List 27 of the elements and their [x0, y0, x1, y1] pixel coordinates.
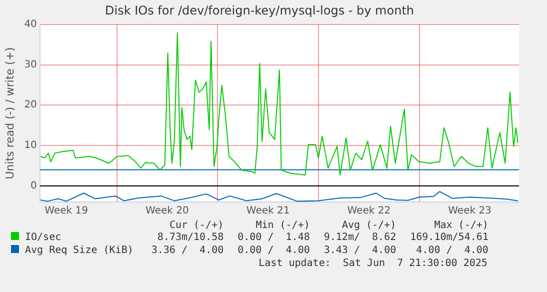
text: Cur (-/+)	[168, 220, 224, 231]
legend-label: IO/sec	[24, 231, 62, 244]
x-tick-label: Week 21	[246, 206, 290, 217]
y-axis-title: Units read (-) / write (+)	[3, 47, 16, 180]
y-tick-label: 20	[24, 100, 37, 111]
text: Min (-/+)	[254, 220, 310, 231]
chart-title: Disk IOs for /dev/foreign-key/mysql-logs - by month	[104, 3, 414, 18]
y-tick-label: 0	[30, 180, 37, 192]
x-tick-label: Week 20	[146, 206, 189, 217]
text: 3.36 / 4.00	[150, 244, 224, 257]
x-tick-label: Week 22	[347, 206, 391, 217]
text: 4.00 / 4.00	[415, 244, 488, 257]
text: 8.73m/10.58	[156, 231, 224, 244]
y-tick-label: 30	[24, 59, 37, 70]
y-tick-label: 10	[24, 140, 37, 152]
text: 0.00 / 4.00	[236, 244, 310, 257]
y-tick-label: 40	[24, 18, 37, 30]
x-tick-label: Week 19	[44, 206, 88, 217]
text: Last update: Sat Jun 7 21:30:00 2025	[258, 257, 488, 270]
x-tick-label: Week 23	[448, 206, 492, 217]
text: 169.10m/54.61	[409, 231, 488, 244]
text: 3.43 / 4.00	[322, 244, 396, 257]
text: 9.12m/ 8.62	[322, 231, 396, 244]
text: Avg (-/+)	[340, 220, 396, 231]
legend-label: Avg Req Size (KiB)	[24, 244, 134, 257]
text: Max (-/+)	[433, 220, 488, 231]
text: 0.00 / 1.48	[236, 231, 310, 244]
